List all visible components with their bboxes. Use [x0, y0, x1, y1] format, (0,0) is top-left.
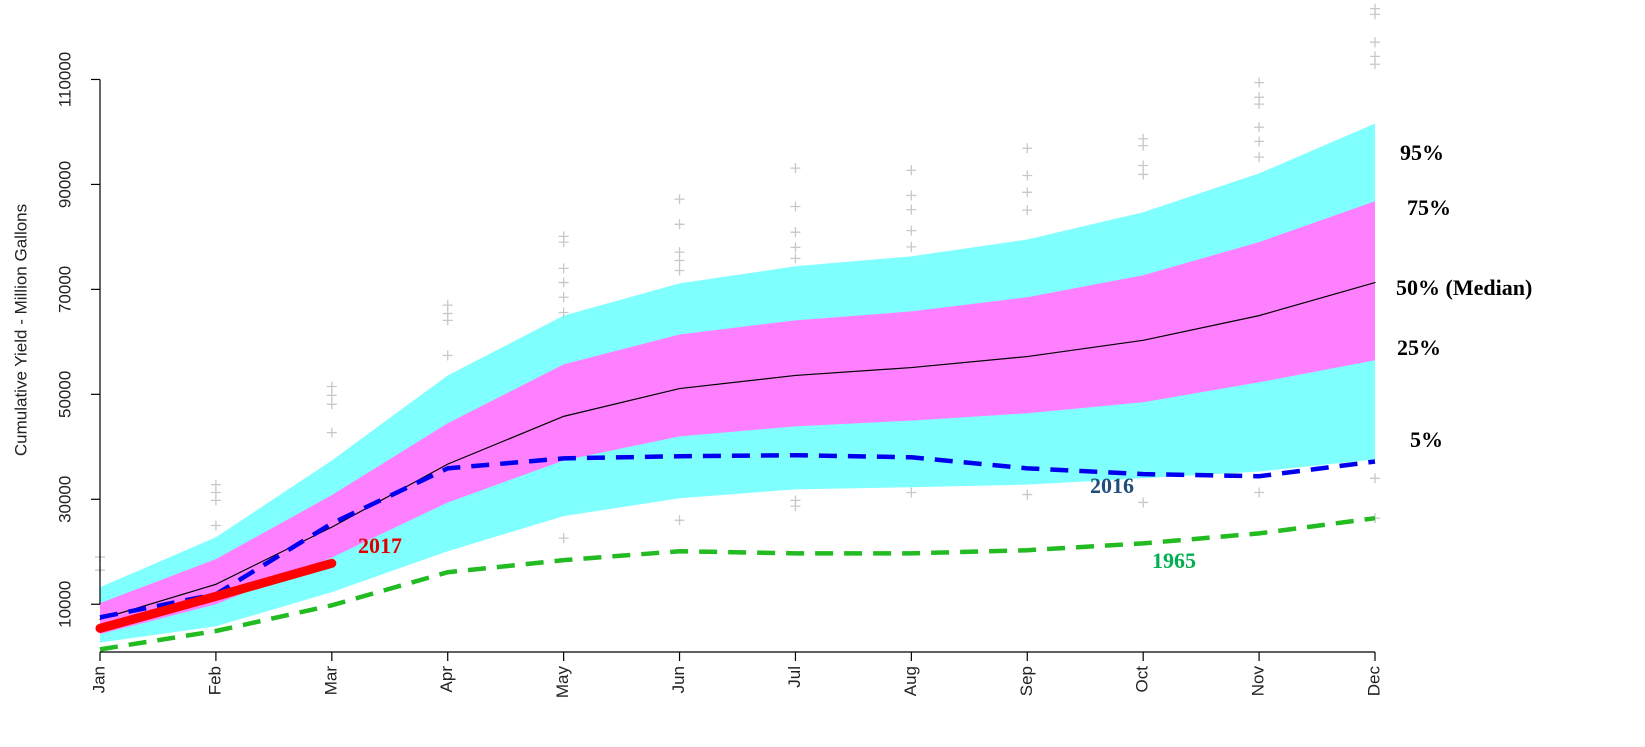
year-point [442, 350, 453, 361]
year-point [790, 501, 801, 512]
year-point [442, 300, 453, 311]
year-point [674, 515, 685, 526]
x-tick-label: May [553, 666, 572, 699]
year-point [210, 495, 221, 506]
x-tick-label: Mar [321, 666, 340, 696]
year-point [326, 399, 337, 410]
year-point [1370, 473, 1380, 484]
series-label: 2016 [1090, 473, 1134, 498]
year-point [790, 227, 801, 238]
y-tick-label: 70000 [55, 266, 74, 313]
series-label: 50% (Median) [1396, 275, 1532, 300]
series-label: 1965 [1152, 548, 1196, 573]
year-point [1138, 140, 1149, 151]
x-tick-label: Nov [1249, 666, 1268, 697]
x-tick-label: Sep [1017, 666, 1036, 696]
year-point [326, 381, 337, 392]
x-tick-label: Oct [1133, 666, 1152, 693]
x-tick-label: Feb [205, 666, 224, 695]
year-point [906, 204, 917, 215]
year-point [442, 315, 453, 326]
year-point [790, 163, 801, 174]
year-point [1138, 497, 1149, 508]
year-point [1370, 37, 1380, 48]
year-point [210, 520, 221, 531]
x-tick-label: Jul [785, 666, 804, 688]
year-point [1022, 205, 1033, 216]
year-point [790, 253, 801, 264]
series-label: 25% [1397, 335, 1441, 360]
series-line [95, 558, 337, 633]
year-point [1022, 143, 1033, 154]
y-tick-label: 110000 [55, 52, 74, 107]
year-point [326, 390, 337, 401]
year-point [1254, 152, 1265, 163]
year-point [906, 241, 917, 252]
year-point [1370, 9, 1380, 20]
year-point [790, 201, 801, 212]
year-point [674, 247, 685, 258]
year-point [558, 307, 569, 318]
y-tick-label: 50000 [55, 371, 74, 418]
x-tick-label: Apr [437, 666, 456, 693]
y-tick-label: 90000 [55, 161, 74, 208]
year-point [906, 225, 917, 236]
series-line [99, 281, 1376, 620]
year-point [906, 165, 917, 176]
year-point [790, 242, 801, 253]
year-point [674, 194, 685, 205]
year-point [1254, 99, 1265, 110]
series-label: 2017 [358, 533, 402, 558]
year-point [1022, 187, 1033, 198]
series-line [99, 515, 1376, 652]
year-point [674, 219, 685, 230]
year-point [1022, 170, 1033, 181]
band-area [100, 201, 1375, 635]
year-point [1022, 489, 1033, 500]
year-point [326, 427, 337, 438]
year-point [558, 277, 569, 288]
x-tick-label: Jan [89, 666, 108, 693]
x-tick-label: Jun [669, 666, 688, 693]
x-tick-label: Aug [901, 666, 920, 696]
series-line [99, 452, 1376, 620]
series-label: 95% [1400, 140, 1444, 165]
year-point [906, 190, 917, 201]
year-point [1254, 487, 1265, 498]
year-point [1138, 160, 1149, 171]
series-label: 5% [1410, 427, 1443, 452]
y-tick-label: 30000 [55, 476, 74, 523]
year-point [1370, 59, 1380, 70]
y-tick-label: 10000 [55, 581, 74, 628]
year-point [558, 237, 569, 248]
year-point [674, 255, 685, 266]
year-point [558, 292, 569, 303]
x-tick-label: Dec [1364, 666, 1383, 697]
year-point [1254, 122, 1265, 133]
year-point [1254, 136, 1265, 147]
year-point [906, 487, 917, 498]
year-point [1138, 169, 1149, 180]
year-point [558, 533, 569, 544]
year-point [558, 263, 569, 274]
y-axis-label: Cumulative Yield - Million Gallons [11, 204, 30, 456]
year-point [674, 265, 685, 276]
series-label: 75% [1407, 195, 1451, 220]
year-point [1254, 77, 1265, 88]
